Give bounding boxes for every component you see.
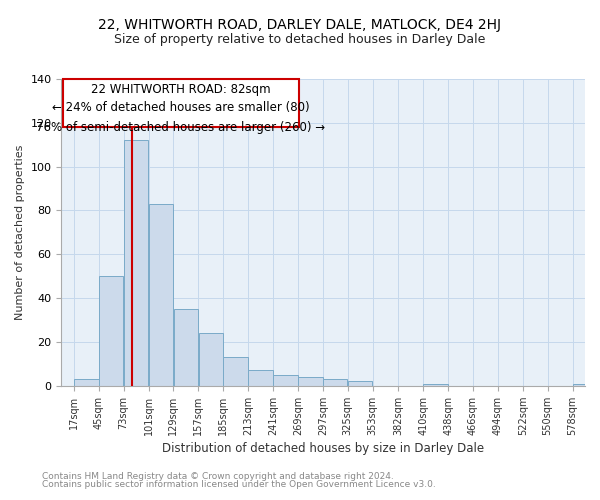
Bar — [62, 79, 299, 127]
Bar — [124, 140, 148, 386]
Bar — [248, 370, 273, 386]
Text: 22 WHITWORTH ROAD: 82sqm: 22 WHITWORTH ROAD: 82sqm — [91, 84, 271, 96]
Text: ← 24% of detached houses are smaller (80): ← 24% of detached houses are smaller (80… — [52, 101, 310, 114]
Bar — [573, 384, 597, 386]
Bar — [273, 375, 298, 386]
Text: Contains public sector information licensed under the Open Government Licence v3: Contains public sector information licen… — [42, 480, 436, 489]
Text: Contains HM Land Registry data © Crown copyright and database right 2024.: Contains HM Land Registry data © Crown c… — [42, 472, 394, 481]
Text: 76% of semi-detached houses are larger (260) →: 76% of semi-detached houses are larger (… — [36, 120, 325, 134]
Bar — [323, 379, 347, 386]
Bar — [223, 358, 248, 386]
Bar — [348, 382, 373, 386]
X-axis label: Distribution of detached houses by size in Darley Dale: Distribution of detached houses by size … — [162, 442, 484, 455]
Bar — [99, 276, 124, 386]
Bar — [298, 377, 323, 386]
Text: 22, WHITWORTH ROAD, DARLEY DALE, MATLOCK, DE4 2HJ: 22, WHITWORTH ROAD, DARLEY DALE, MATLOCK… — [98, 18, 502, 32]
Bar — [149, 204, 173, 386]
Bar — [74, 379, 98, 386]
Bar — [424, 384, 448, 386]
Text: Size of property relative to detached houses in Darley Dale: Size of property relative to detached ho… — [115, 32, 485, 46]
Bar — [199, 333, 223, 386]
Bar — [173, 309, 198, 386]
Y-axis label: Number of detached properties: Number of detached properties — [15, 144, 25, 320]
